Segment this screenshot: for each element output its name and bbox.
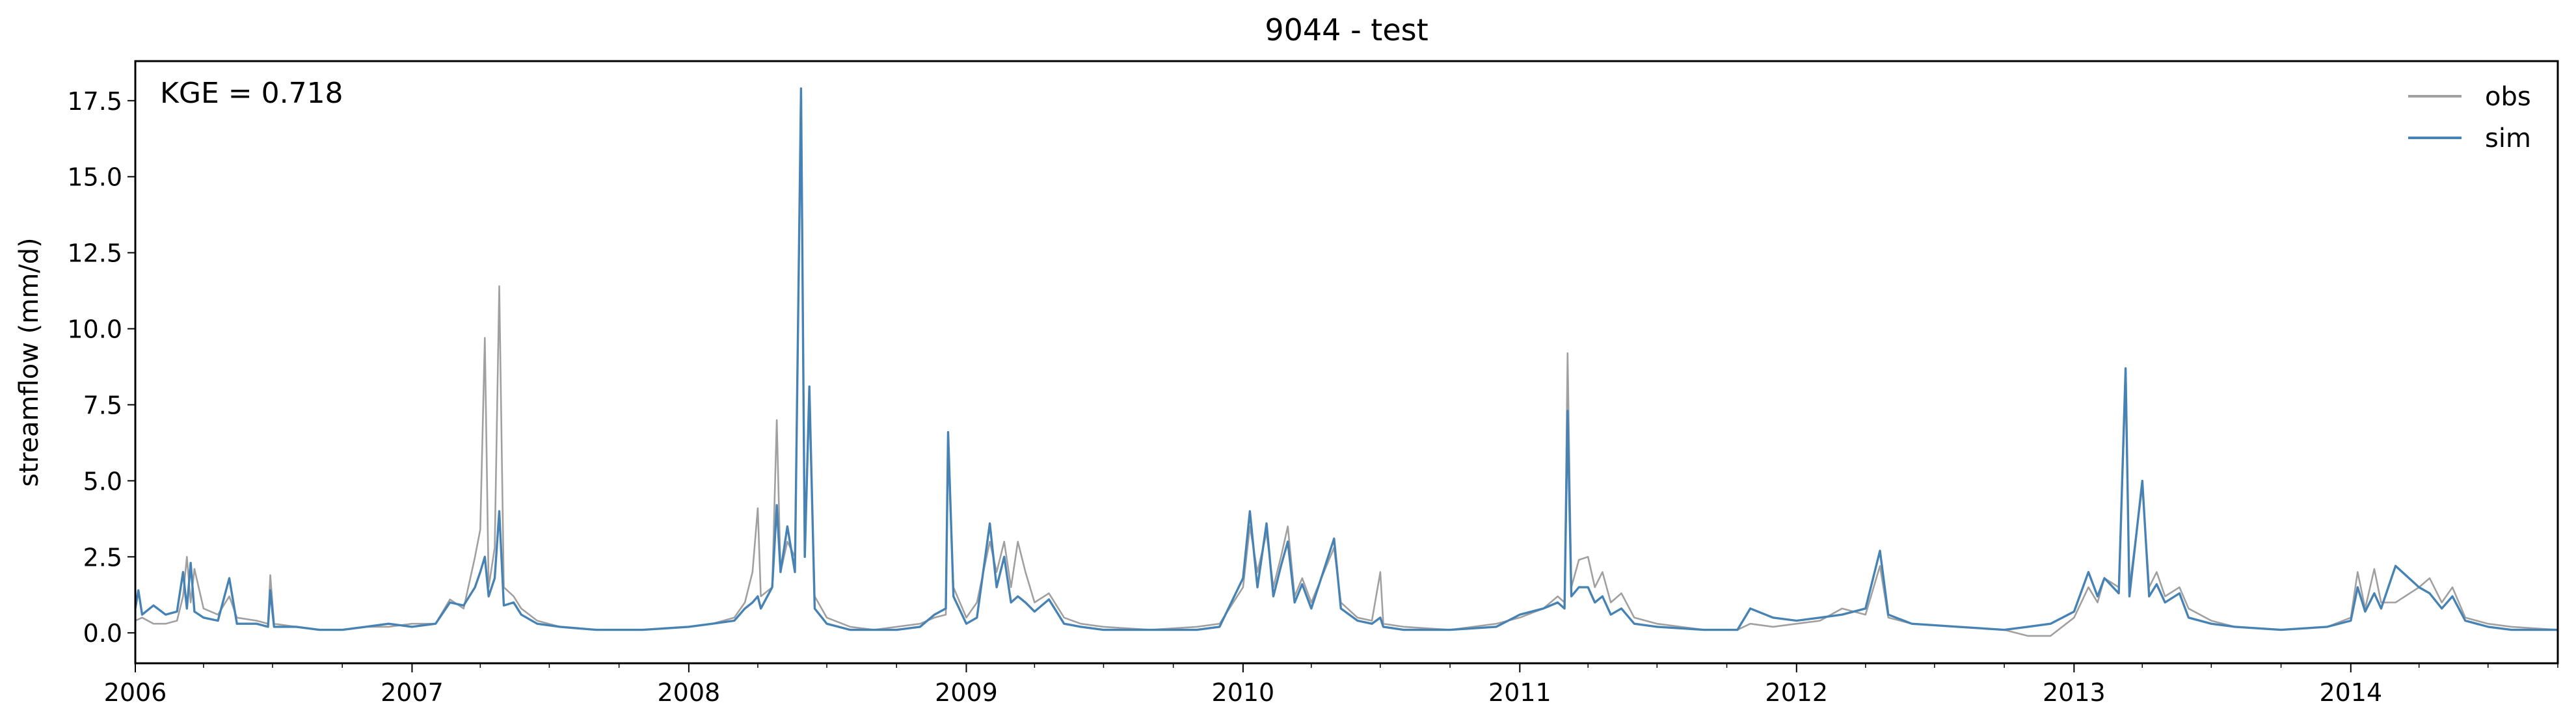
axes-frame — [134, 60, 2559, 665]
y-tick-label: 10.0 — [67, 315, 122, 344]
x-tick-label: 2008 — [658, 678, 721, 707]
legend-label-sim: sim — [2485, 124, 2531, 153]
series-line-obs — [135, 99, 2558, 637]
y-axis-label: streamflow (mm/d) — [14, 237, 44, 486]
legend-label-obs: obs — [2485, 82, 2531, 112]
x-tick-label: 2011 — [1488, 678, 1551, 707]
x-tick-label: 2009 — [935, 678, 998, 707]
series-line-sim — [134, 87, 2558, 631]
legend: obs sim — [2408, 82, 2531, 153]
y-tick-label: 12.5 — [67, 239, 122, 268]
x-tick-label: 2010 — [1212, 678, 1275, 707]
y-tick-label: 0.0 — [83, 619, 122, 648]
x-tick-label: 2014 — [2319, 678, 2382, 707]
kge-annotation: KGE = 0.718 — [160, 77, 343, 110]
y-tick-label: 2.5 — [83, 543, 122, 572]
plot-area: 0.0 2.5 5.0 7.5 10.0 12.5 15.0 17.5 2006 2007 2008… — [67, 87, 2558, 707]
y-tick-label: 7.5 — [83, 391, 122, 419]
y-tick-label: 17.5 — [67, 87, 122, 116]
x-tick-label: 2007 — [381, 678, 444, 707]
x-tick-label: 2006 — [104, 678, 167, 707]
x-tick-label: 2013 — [2043, 678, 2106, 707]
x-tick-label: 2012 — [1765, 678, 1828, 707]
chart-title: 9044 - test — [1265, 12, 1428, 47]
y-tick-label: 5.0 — [83, 467, 122, 496]
y-tick-label: 15.0 — [67, 163, 122, 192]
